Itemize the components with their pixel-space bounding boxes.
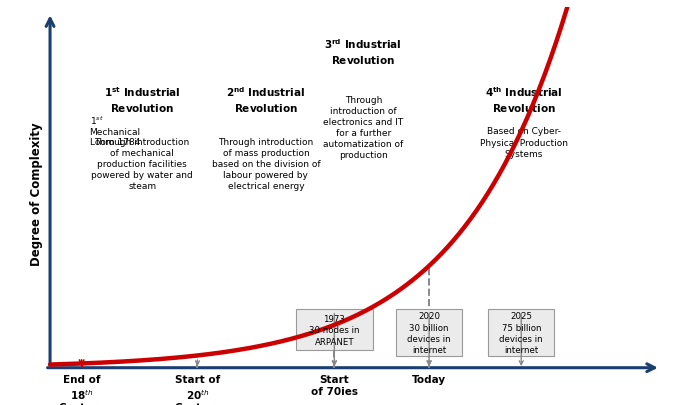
FancyBboxPatch shape <box>396 309 462 356</box>
Text: 1973
30 nodes in
ARPANET: 1973 30 nodes in ARPANET <box>309 315 360 346</box>
Text: 2020
30 billion
devices in
internet: 2020 30 billion devices in internet <box>408 312 451 354</box>
FancyBboxPatch shape <box>488 309 554 356</box>
Text: Degree of Complexity: Degree of Complexity <box>30 122 43 265</box>
Text: 2025
75 billion
devices in
internet: 2025 75 billion devices in internet <box>499 312 543 354</box>
Text: Today: Today <box>412 374 446 384</box>
Text: Based on Cyber-
Physical Production
Systems: Based on Cyber- Physical Production Syst… <box>480 127 568 158</box>
Text: $\mathbf{2^{nd}}$ $\mathbf{Industrial}$
$\mathbf{Revolution}$: $\mathbf{2^{nd}}$ $\mathbf{Industrial}$ … <box>226 85 306 113</box>
FancyBboxPatch shape <box>296 309 373 351</box>
Text: $\mathbf{1^{st}}$ $\mathbf{Industrial}$
$\mathbf{Revolution}$: $\mathbf{1^{st}}$ $\mathbf{Industrial}$ … <box>104 85 181 113</box>
Text: $\mathbf{4^{th}}$ $\mathbf{Industrial}$
$\mathbf{Revolution}$: $\mathbf{4^{th}}$ $\mathbf{Industrial}$ … <box>485 85 562 113</box>
Text: End of
18$^{th}$
Century: End of 18$^{th}$ Century <box>58 374 105 405</box>
Text: Start
of 70ies: Start of 70ies <box>311 374 358 396</box>
Text: $\mathbf{3^{rd}}$ $\mathbf{Industrial}$
$\mathbf{Revolution}$: $\mathbf{3^{rd}}$ $\mathbf{Industrial}$ … <box>325 37 402 66</box>
Text: Through introduction
of mechanical
production facilities
powered by water and
st: Through introduction of mechanical produ… <box>91 138 193 191</box>
Text: $1^{st}$
Mechanical
Loom 1784: $1^{st}$ Mechanical Loom 1784 <box>90 114 140 147</box>
Text: Through
introduction of
electronics and IT
for a further
automatization of
produ: Through introduction of electronics and … <box>323 96 403 160</box>
Text: Through introduction
of mass production
based on the division of
labour powered : Through introduction of mass production … <box>212 138 320 191</box>
Text: Start of
20$^{th}$
Century: Start of 20$^{th}$ Century <box>174 374 221 405</box>
